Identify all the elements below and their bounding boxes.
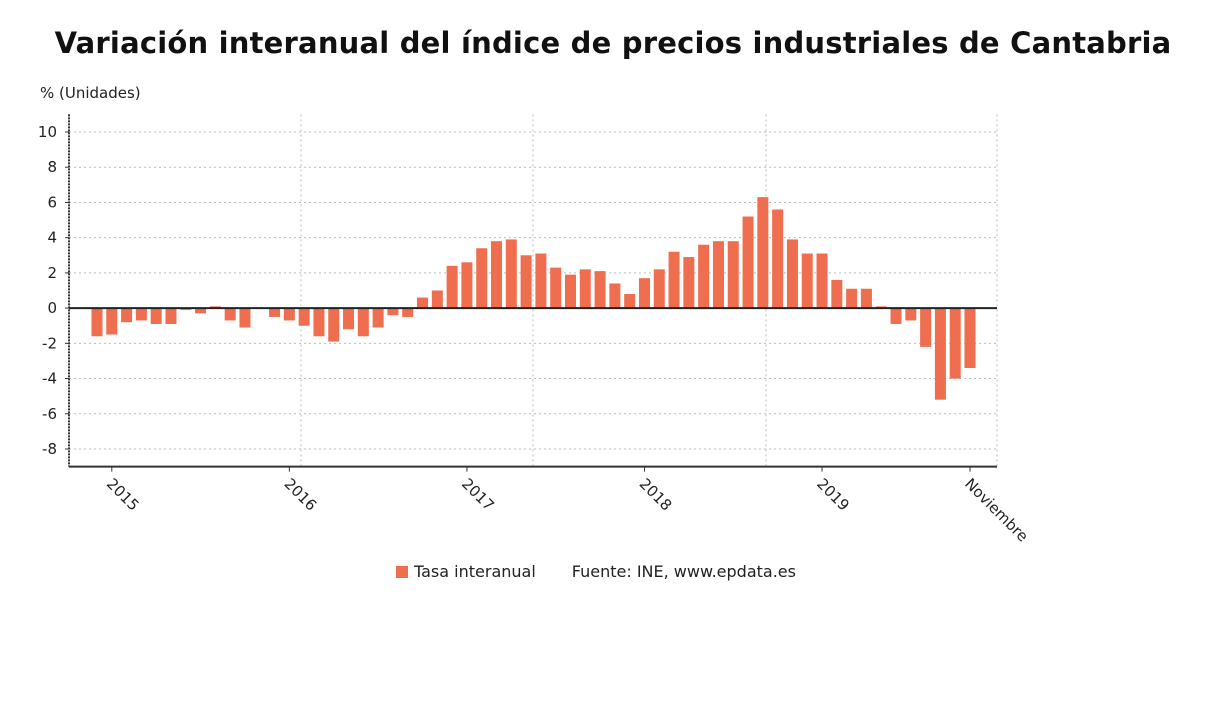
y-tick-label: 4 bbox=[47, 229, 57, 247]
bar bbox=[505, 239, 517, 309]
bar bbox=[135, 308, 147, 321]
bar bbox=[742, 216, 754, 309]
bar bbox=[535, 253, 547, 309]
bar bbox=[91, 308, 103, 337]
bar bbox=[757, 197, 769, 309]
bar bbox=[949, 308, 961, 379]
bar bbox=[417, 297, 429, 309]
bar bbox=[446, 265, 458, 309]
legend: Tasa interanual Fuente: INE, www.epdata.… bbox=[396, 562, 796, 581]
legend-swatch bbox=[396, 565, 408, 578]
bar bbox=[683, 257, 695, 309]
bar bbox=[224, 308, 236, 321]
bar bbox=[860, 288, 872, 309]
bar bbox=[801, 253, 813, 309]
bar bbox=[594, 271, 606, 309]
bar bbox=[283, 308, 295, 321]
bar bbox=[831, 279, 843, 309]
bar bbox=[698, 244, 710, 309]
bar bbox=[431, 290, 443, 309]
bar bbox=[343, 308, 355, 330]
bar bbox=[890, 308, 902, 324]
bar bbox=[121, 308, 133, 323]
bar bbox=[313, 308, 325, 337]
source-note: Fuente: INE, www.epdata.es bbox=[571, 562, 796, 581]
bar bbox=[298, 308, 310, 326]
bar bbox=[476, 248, 488, 309]
bar bbox=[491, 241, 503, 309]
x-tick-label: 2015 bbox=[103, 475, 143, 515]
bar bbox=[239, 308, 251, 328]
y-tick-label: 2 bbox=[47, 264, 57, 282]
x-tick-label: 2016 bbox=[281, 475, 321, 515]
bar bbox=[638, 278, 650, 309]
y-tick-label: -4 bbox=[42, 370, 57, 388]
bar bbox=[579, 269, 591, 309]
bar bbox=[846, 288, 858, 309]
bar bbox=[727, 241, 739, 309]
x-tick-label: 2017 bbox=[458, 475, 498, 515]
bar bbox=[106, 308, 118, 335]
bar bbox=[550, 267, 562, 309]
bar bbox=[934, 308, 946, 400]
bar bbox=[816, 253, 828, 309]
x-tick-label: 2018 bbox=[636, 475, 676, 515]
chart-title: Variación interanual del índice de preci… bbox=[54, 26, 1172, 60]
y-tick-label: 6 bbox=[47, 193, 57, 211]
bar bbox=[461, 262, 473, 309]
bar bbox=[905, 308, 917, 321]
bar bbox=[402, 308, 414, 317]
bar bbox=[150, 308, 162, 324]
bar bbox=[387, 308, 399, 316]
y-tick-label: 8 bbox=[47, 158, 57, 176]
y-tick-label: -2 bbox=[42, 334, 57, 352]
x-tick-label: 2019 bbox=[813, 475, 853, 515]
x-tick-label: Noviembre bbox=[961, 475, 1032, 546]
bar bbox=[269, 308, 281, 317]
bar bbox=[624, 294, 636, 309]
bar bbox=[328, 308, 340, 342]
bar-chart: 10 8 6 4 2 0 -2 -4 -6 -8 2015 2016 2017 2018 2019 Novie… bbox=[38, 114, 1032, 546]
bar bbox=[195, 308, 207, 314]
bar bbox=[964, 308, 976, 368]
y-tick-label: 0 bbox=[47, 299, 57, 317]
bar bbox=[653, 269, 665, 309]
y-tick-label: -6 bbox=[42, 405, 57, 423]
y-tick-label: 10 bbox=[38, 123, 57, 141]
y-axis-label: % (Unidades) bbox=[40, 84, 141, 102]
bar bbox=[564, 274, 576, 309]
bar bbox=[520, 255, 532, 309]
bar bbox=[165, 308, 177, 324]
bar bbox=[609, 283, 621, 309]
bar bbox=[712, 241, 724, 309]
y-tick-label: -8 bbox=[42, 440, 57, 458]
bar bbox=[920, 308, 932, 347]
bar bbox=[786, 239, 798, 309]
bar bbox=[772, 209, 784, 309]
bar bbox=[668, 251, 680, 309]
bar bbox=[357, 308, 369, 337]
legend-label: Tasa interanual bbox=[414, 562, 536, 581]
bar bbox=[372, 308, 384, 328]
